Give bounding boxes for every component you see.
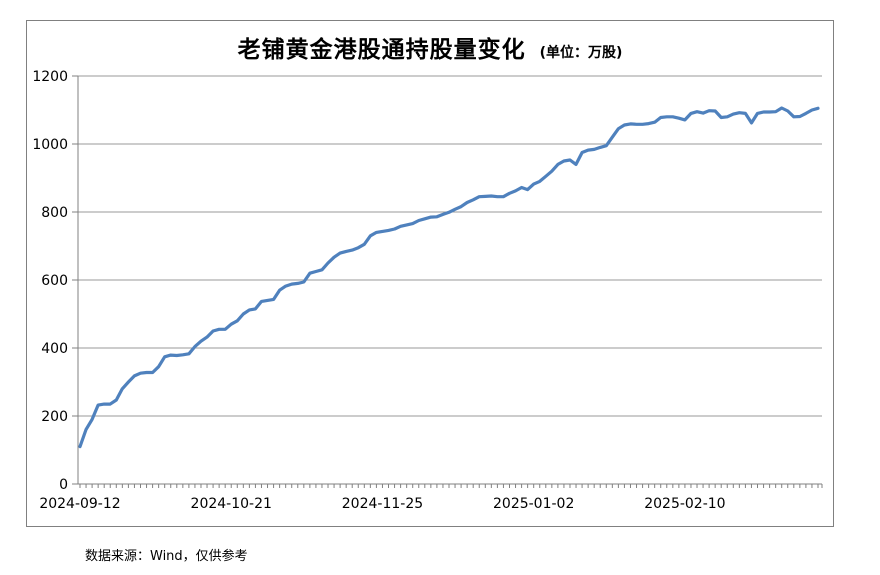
x-axis-tick-label: 2025-01-02: [493, 496, 574, 512]
holdings-series-line: [78, 106, 820, 449]
y-axis-tick-label: 400: [41, 341, 68, 357]
chart-title-row: 老铺黄金港股通持股量变化 (单位：万股): [26, 30, 834, 64]
y-axis-tick-label: 800: [41, 205, 68, 221]
y-axis-tick-label: 1200: [32, 69, 68, 85]
chart-unit-label: (单位：万股): [539, 45, 623, 61]
chart-frame-border: [26, 20, 834, 527]
y-axis-tick-label: 200: [41, 409, 68, 425]
x-axis-tick-label: 2025-02-10: [644, 496, 725, 512]
y-axis-tick-label: 600: [41, 273, 68, 289]
chart-title: 老铺黄金港股通持股量变化: [237, 37, 526, 63]
x-axis-tick-label: 2024-10-21: [191, 496, 272, 512]
y-axis-tick-label: 0: [59, 477, 68, 493]
data-source-note: 数据来源：Wind，仅供参考: [85, 549, 248, 564]
x-axis-tick-label: 2024-11-25: [342, 496, 423, 512]
y-axis-tick-label: 1000: [32, 137, 68, 153]
x-axis-tick-label: 2024-09-12: [39, 496, 120, 512]
